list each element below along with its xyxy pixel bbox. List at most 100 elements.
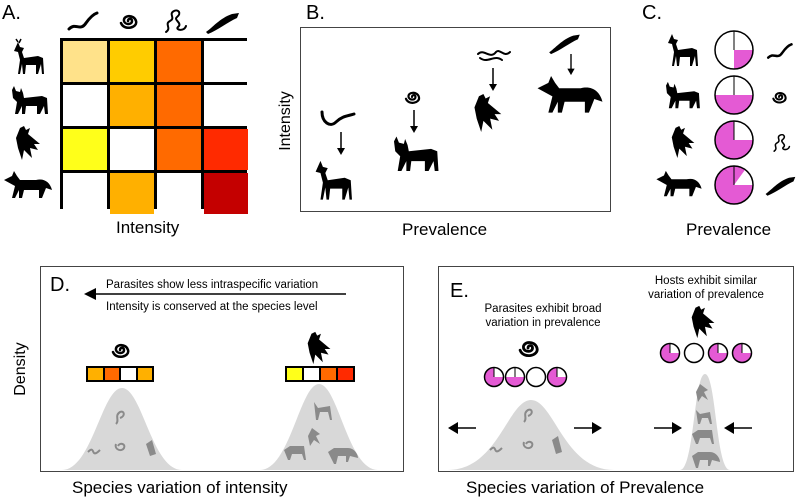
panel-b-box (300, 27, 611, 212)
heatmap-cell (157, 41, 201, 82)
bat-icon (474, 94, 502, 132)
heatmap-cell (204, 129, 248, 170)
leech-icon (320, 110, 356, 126)
host-prevalence-pie (683, 342, 705, 364)
heatmap-cell (204, 173, 248, 214)
intensity-heatmap (60, 38, 248, 214)
lynx-icon (666, 81, 700, 109)
intensity-bar-cell (104, 368, 119, 380)
spiral-worm-icon (772, 92, 787, 104)
heatmap-cell (110, 173, 154, 214)
arrow-left-icon (724, 422, 752, 434)
panel-c-caption: Prevalence (686, 220, 772, 239)
parasite-intensity-bar (86, 366, 154, 382)
density-curve-right (260, 384, 378, 470)
tangled-worm-icon (477, 50, 511, 61)
panel-a-letter: A. (2, 2, 21, 24)
arrow-left-icon (84, 288, 346, 300)
panel-d-note-top: Parasites show less intraspecific variat… (106, 279, 319, 291)
prevalence-pie (714, 75, 754, 115)
heatmap-cell (63, 173, 107, 214)
heatmap-cell (204, 41, 248, 82)
bat-icon (691, 305, 715, 339)
heatmap-cell (110, 129, 154, 170)
prevalence-pies (714, 30, 754, 205)
panel-e-note-left: Parasites exhibit broad variation in pre… (484, 303, 602, 329)
parasite-prevalence-pies (483, 366, 568, 388)
parasite-prevalence-pie (504, 366, 526, 388)
panel-e-note-right: Hosts exhibit similar variation of preva… (648, 275, 764, 301)
parasite-prevalence-pie (546, 366, 568, 388)
panel-b-ylabel: Intensity (277, 91, 294, 151)
density-curve-left (62, 388, 182, 470)
fox-icon (537, 76, 603, 113)
spiral-worm-icon (518, 341, 539, 357)
tangled-worm-icon (165, 9, 187, 33)
deer-icon (315, 160, 352, 200)
fox-icon (4, 171, 52, 198)
arrow-right-icon (574, 422, 602, 434)
arrow-down-icon (337, 132, 345, 155)
prevalence-pie (714, 165, 754, 205)
panel-e-caption: Species variation of Prevalence (466, 478, 705, 497)
panel-e-box (438, 266, 794, 472)
intensity-bar-cell (321, 368, 336, 380)
heatmap-cell (63, 129, 107, 170)
heatmap-cell (63, 85, 107, 126)
panel-d-box (40, 266, 404, 472)
panel-e-letter: E. (450, 280, 469, 302)
density-curve-wide (448, 400, 614, 470)
panel-d-caption: Species variation of intensity (72, 478, 288, 497)
host-prevalence-pie (707, 342, 729, 364)
heatmap-cell (157, 85, 201, 126)
host-prevalence-pie (659, 342, 681, 364)
deer-icon (668, 34, 698, 66)
leech-icon (67, 11, 99, 31)
arrow-right-icon (654, 422, 682, 434)
intensity-bar-cell (338, 368, 353, 380)
slug-worm-icon (765, 176, 796, 196)
heatmap-cell (157, 129, 201, 170)
panel-b-letter: B. (306, 2, 325, 24)
intensity-bar-cell (121, 368, 136, 380)
slug-worm-icon (549, 34, 580, 55)
host-intensity-bar (285, 366, 355, 382)
arrow-down-icon (410, 110, 418, 133)
density-curve-narrow (680, 374, 730, 470)
bat-icon (307, 331, 331, 365)
spiral-worm-icon (404, 91, 421, 104)
bat-icon (16, 126, 40, 160)
arrow-down-icon (567, 54, 575, 76)
prevalence-pie (714, 30, 754, 70)
host-prevalence-pie (731, 342, 753, 364)
host-prevalence-pies (659, 342, 753, 364)
lynx-icon (12, 86, 48, 114)
intensity-bar-cell (287, 368, 302, 380)
panel-b-xlabel: Prevalence (402, 220, 488, 239)
panel-d-letter: D. (50, 274, 70, 296)
heatmap-cell (157, 173, 201, 214)
prevalence-pie (714, 120, 754, 160)
intensity-bar-cell (137, 368, 152, 380)
lynx-icon (394, 136, 439, 172)
panel-a-caption: Intensity (116, 218, 180, 237)
deer-icon (14, 38, 44, 74)
fox-icon (656, 170, 702, 197)
panel-c-letter: C. (642, 2, 662, 24)
intensity-bar-cell (304, 368, 319, 380)
arrow-down-icon (489, 68, 497, 91)
heatmap-cell (110, 41, 154, 82)
panel-d-note-bottom: Intensity is conserved at the species le… (106, 301, 318, 313)
leech-icon (766, 43, 793, 59)
bat-icon (671, 126, 695, 158)
spiral-worm-icon (119, 14, 138, 29)
arrow-left-icon (448, 422, 476, 434)
slug-worm-icon (206, 13, 239, 34)
tangled-worm-icon (773, 133, 791, 152)
heatmap-cell (63, 41, 107, 82)
panel-d-ylabel: Density (12, 342, 29, 396)
intensity-bar-cell (88, 368, 103, 380)
heatmap-cell (110, 85, 154, 126)
parasite-prevalence-pie (483, 366, 505, 388)
parasite-prevalence-pie (525, 366, 547, 388)
